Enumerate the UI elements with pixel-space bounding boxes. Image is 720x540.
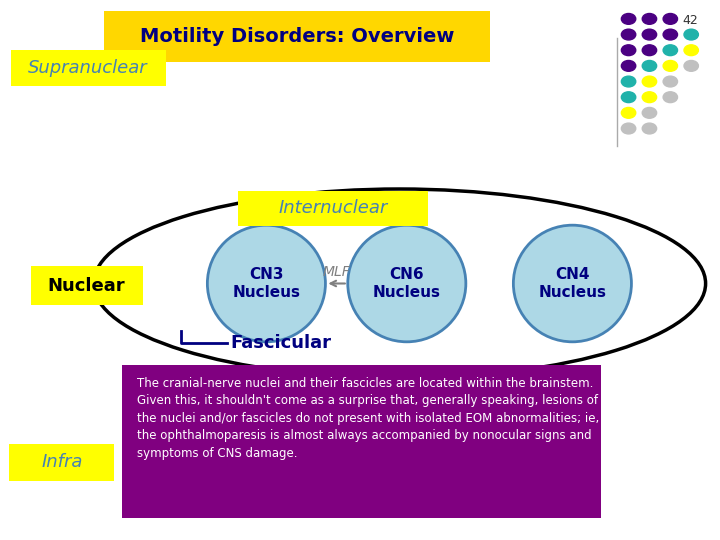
Text: Nuclear: Nuclear [48,276,125,295]
Text: CN3
Nucleus: CN3 Nucleus [233,267,300,300]
FancyBboxPatch shape [104,11,490,62]
Ellipse shape [513,225,631,342]
FancyBboxPatch shape [31,266,143,305]
Text: Fascicular: Fascicular [230,334,331,352]
Circle shape [621,107,636,118]
Ellipse shape [348,225,466,342]
FancyBboxPatch shape [11,50,166,86]
Circle shape [684,45,698,56]
Circle shape [642,107,657,118]
Text: CN4
Nucleus: CN4 Nucleus [539,267,606,300]
Text: Internuclear: Internuclear [279,199,388,218]
Circle shape [642,29,657,40]
FancyBboxPatch shape [9,444,114,481]
Circle shape [642,60,657,71]
Text: CN6
Nucleus: CN6 Nucleus [373,267,441,300]
Circle shape [663,76,678,87]
Circle shape [621,60,636,71]
Text: MLF: MLF [323,265,351,279]
Circle shape [684,29,698,40]
Circle shape [621,123,636,134]
Text: 42: 42 [683,14,698,26]
Circle shape [663,29,678,40]
Circle shape [642,14,657,24]
Circle shape [621,92,636,103]
Circle shape [684,60,698,71]
Circle shape [621,76,636,87]
Circle shape [642,45,657,56]
Circle shape [663,45,678,56]
FancyBboxPatch shape [122,364,601,518]
Text: Supranuclear: Supranuclear [28,59,148,77]
FancyBboxPatch shape [238,191,428,226]
Text: The cranial-nerve nuclei and their fascicles are located within the brainstem.
G: The cranial-nerve nuclei and their fasci… [137,377,599,460]
Text: Infra: Infra [41,453,83,471]
Ellipse shape [207,225,325,342]
Circle shape [642,123,657,134]
Circle shape [663,60,678,71]
Circle shape [621,45,636,56]
Circle shape [621,29,636,40]
Circle shape [621,14,636,24]
Circle shape [663,14,678,24]
Text: Motility Disorders: Overview: Motility Disorders: Overview [140,26,454,46]
Circle shape [642,92,657,103]
Circle shape [642,76,657,87]
Circle shape [663,92,678,103]
